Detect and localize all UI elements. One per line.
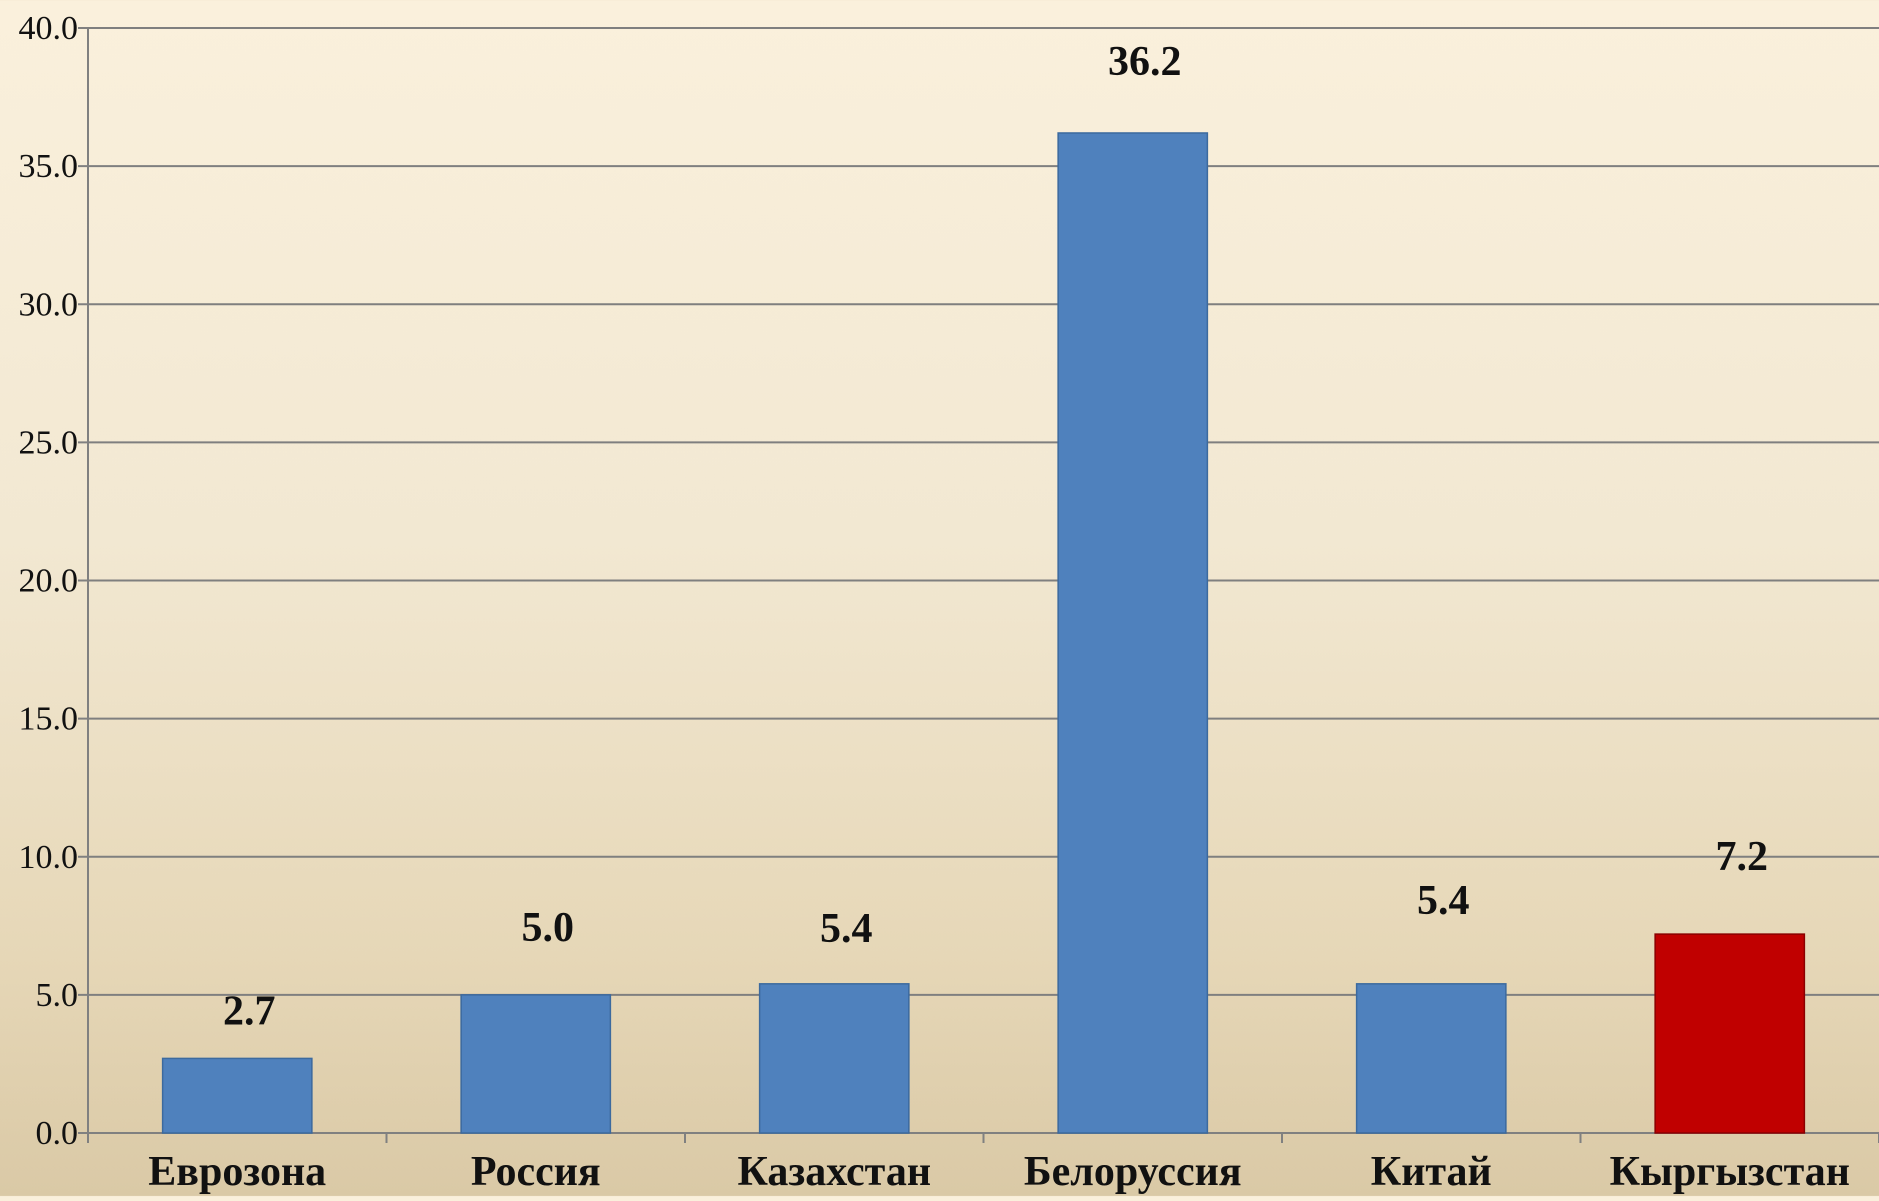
y-tick-label: 20.0 (19, 563, 79, 600)
data-label: 2.7 (223, 988, 276, 1034)
data-label: 5.4 (1417, 878, 1470, 924)
gridlines (88, 27, 1879, 996)
bar-highlight (1654, 933, 1806, 1134)
category-label: Кыргызстан (1610, 1149, 1850, 1195)
y-tick-label: 30.0 (19, 286, 79, 323)
data-label: 7.2 (1716, 834, 1769, 880)
category-label: Белоруссия (1024, 1149, 1242, 1195)
data-label: 36.2 (1108, 39, 1182, 85)
y-tick-label: 10.0 (19, 839, 79, 876)
y-tick-label: 5.0 (36, 977, 79, 1014)
bar (161, 1057, 313, 1134)
y-tick-label: 35.0 (19, 148, 79, 185)
category-label: Казахстан (737, 1149, 931, 1195)
bar (758, 983, 910, 1134)
category-label: Россия (471, 1149, 601, 1195)
labels: 0.0 5.0 10.0 15.0 20.0 25.0 30.0 35.0 40.0 Еврозо… (19, 10, 1850, 1195)
y-tick-label: 40.0 (19, 10, 79, 47)
bar (460, 994, 612, 1134)
y-tick-label: 0.0 (36, 1115, 79, 1152)
axes (78, 27, 1879, 1143)
y-tick-label: 25.0 (19, 424, 79, 461)
bar (1057, 132, 1209, 1134)
data-label: 5.4 (820, 906, 873, 952)
bars (161, 132, 1806, 1134)
data-label: 5.0 (522, 905, 575, 951)
bar (1355, 983, 1507, 1134)
y-tick-label: 15.0 (19, 701, 79, 738)
category-label: Еврозона (148, 1149, 326, 1195)
category-label: Китай (1371, 1149, 1492, 1195)
